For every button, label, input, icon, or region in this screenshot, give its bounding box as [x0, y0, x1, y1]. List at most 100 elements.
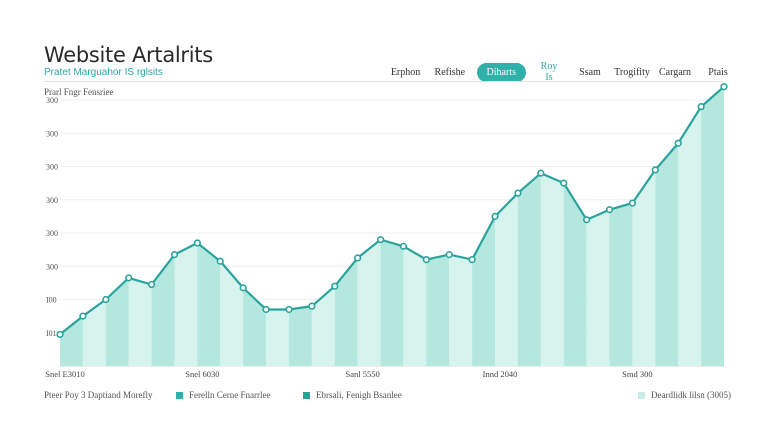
legend-item-ebrsali[interactable]: Ebrsali, Fenigh Bsanlee — [303, 390, 402, 400]
nav-item-roy-is[interactable]: Roy Is — [540, 61, 558, 83]
data-point — [422, 256, 430, 264]
data-point — [376, 236, 385, 244]
area-stripe — [678, 106, 702, 367]
area-stripe — [563, 183, 587, 366]
area-stripe — [266, 309, 289, 366]
area-stripe — [586, 209, 610, 366]
x-axis-ticks: Snel E3010 Snel 6030 Sanl 5550 Innd 2040 Smd… — [45, 369, 652, 379]
nav-item-ssam[interactable]: Ssam — [579, 66, 601, 78]
area-stripe — [105, 277, 129, 366]
data-point — [147, 280, 156, 289]
area-stripe — [288, 306, 312, 366]
legend-swatch-ebrsali — [303, 391, 310, 399]
y-axis-ticks: I01 I00 300 300 300 300 300 300 — [46, 96, 58, 338]
data-point — [605, 206, 614, 214]
area-stripe — [609, 203, 633, 366]
area-stripe — [311, 286, 335, 366]
y-tick-label: 300 — [46, 196, 58, 205]
area-stripe — [220, 261, 244, 366]
data-point — [239, 284, 247, 292]
data-point — [697, 103, 705, 111]
nav-item-cargarn[interactable]: Cargarn — [658, 66, 692, 78]
page-title: Website Artalrits — [44, 43, 213, 67]
data-point — [79, 312, 87, 320]
y-tick-label: I01 — [46, 329, 57, 338]
top-nav: Erphon Refishe Diharts Roy Is Ssam Trogi… — [390, 58, 728, 86]
data-point — [56, 330, 64, 339]
nav-item-ptais[interactable]: Ptais — [708, 66, 728, 78]
nav-item-diharts[interactable]: Diharts — [476, 62, 526, 82]
area-stripe — [495, 193, 518, 366]
legend-label-ebrsali: Ebrsali, Fenigh Bsanlee — [316, 390, 402, 400]
legend-swatch-forelln — [176, 391, 183, 399]
area-stripe — [449, 254, 473, 366]
data-point — [468, 256, 476, 264]
data-point — [170, 251, 179, 259]
data-point — [102, 295, 110, 304]
data-point — [354, 254, 362, 262]
area-stripe — [82, 299, 106, 366]
x-tick-label: Innd 2040 — [483, 369, 518, 379]
data-point — [583, 216, 591, 224]
nav-item-erphon[interactable]: Erphon — [390, 66, 421, 78]
x-tick-label: Smd 300 — [622, 369, 652, 379]
area-stripe — [472, 216, 496, 366]
data-point — [216, 257, 224, 265]
data-point — [193, 239, 201, 247]
y-tick-label: 300 — [46, 262, 58, 271]
area-stripe — [701, 86, 724, 366]
area-stripe — [243, 287, 267, 366]
legend-label-deardlidk: Deardlidk lilsn (3005) — [651, 390, 731, 400]
area-stripe — [357, 239, 381, 366]
data-point — [537, 169, 545, 177]
area-stripes — [60, 86, 724, 367]
data-point — [560, 179, 568, 187]
data-point — [628, 199, 637, 207]
x-tick-label: Sanl 5550 — [346, 369, 380, 379]
data-point — [720, 83, 728, 91]
data-point — [514, 189, 522, 197]
y-tick-label: 300 — [46, 229, 58, 238]
legend-item-deardlidk[interactable]: Deardlidk lilsn (3005) — [638, 390, 731, 400]
y-tick-label: I00 — [46, 296, 57, 305]
area-stripe — [517, 173, 541, 366]
area-stripe — [540, 173, 564, 366]
legend-caption: Pteer Poy 3 Daptiand Morefly — [44, 390, 152, 400]
page-subtitle: Pratet Marguahor IS rglsits — [44, 67, 163, 78]
area-stripe — [334, 257, 358, 366]
data-point — [491, 212, 499, 220]
data-point — [262, 305, 270, 314]
data-point — [331, 282, 339, 290]
area-stripe — [380, 239, 404, 366]
legend-label-forelln: Ferelln Cerne Fnarrlee — [189, 390, 271, 400]
nav-item-refishe[interactable]: Refishe — [434, 66, 466, 78]
area-stripe — [403, 246, 427, 366]
series-line — [59, 85, 725, 336]
header-divider — [44, 81, 724, 82]
x-tick-label: Snel 6030 — [185, 369, 219, 379]
y-tick-label: 300 — [46, 129, 58, 138]
area-stripe — [632, 169, 656, 366]
data-point — [125, 274, 133, 282]
legend-caption-text: Pteer Poy 3 Daptiand Morefly — [44, 390, 153, 400]
legend-item-forelln[interactable]: Ferelln Cerne Fnarrlee — [176, 390, 270, 400]
legend-swatch-deardlidk — [638, 391, 645, 399]
data-point — [445, 251, 453, 259]
data-points — [56, 83, 728, 339]
area-stripe — [655, 143, 679, 366]
data-point — [399, 242, 408, 250]
area-stripe — [60, 316, 83, 366]
data-point — [308, 302, 316, 310]
data-point — [285, 305, 293, 314]
data-point — [651, 166, 659, 174]
section-label: Prarl Fngr Fensriee — [44, 87, 114, 97]
x-tick-label: Snel E3010 — [45, 369, 84, 379]
area-stripe — [197, 242, 221, 366]
y-tick-label: 300 — [46, 163, 58, 172]
area-stripe — [128, 277, 152, 366]
nav-item-trogifity[interactable]: Trogifity — [614, 66, 650, 78]
area-stripe — [426, 254, 450, 366]
y-tick-label: 300 — [46, 96, 58, 105]
data-point — [674, 139, 682, 147]
